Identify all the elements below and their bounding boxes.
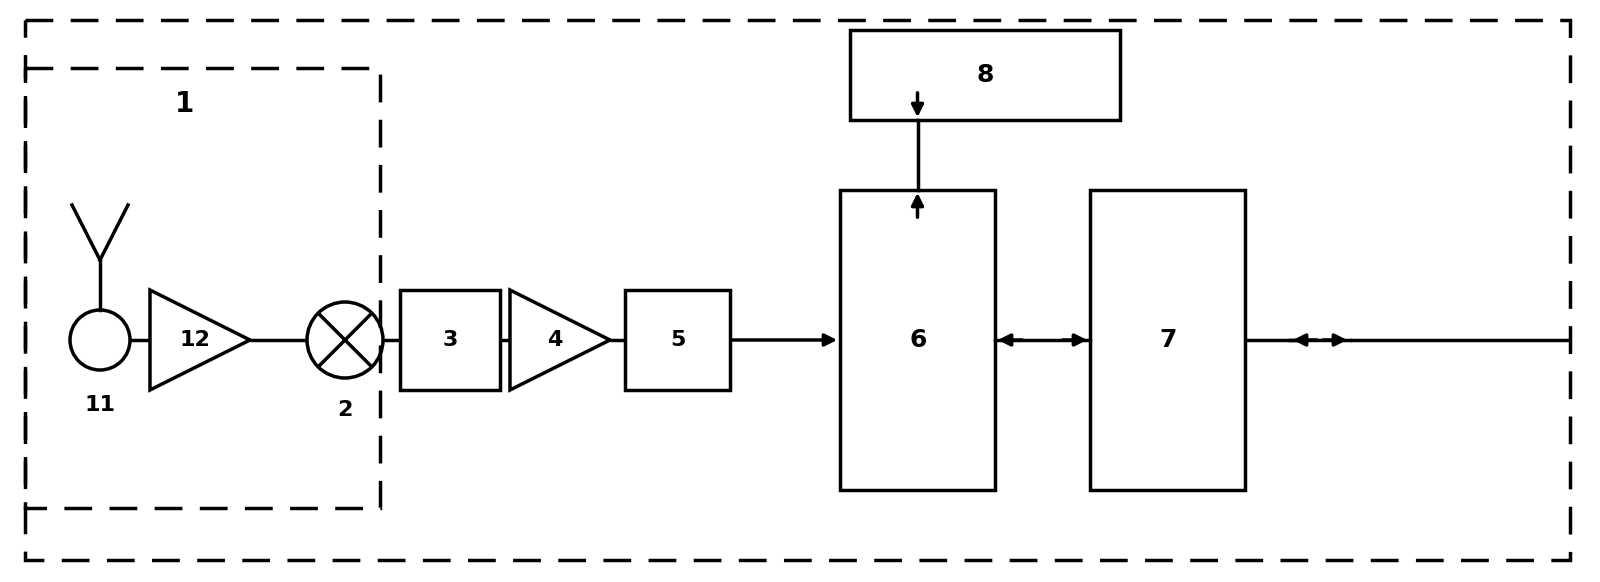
Text: 4: 4	[547, 330, 563, 350]
Bar	[26, 68, 381, 508]
Text: 7: 7	[1160, 328, 1176, 352]
Text: 6: 6	[909, 328, 926, 352]
Bar	[626, 290, 730, 390]
Text: 12: 12	[179, 330, 211, 350]
Text: 11: 11	[85, 395, 115, 415]
Text: 1: 1	[176, 90, 195, 118]
Polygon shape	[150, 290, 250, 390]
Text: 8: 8	[976, 63, 994, 87]
Text: 5: 5	[670, 330, 686, 350]
Bar	[1090, 190, 1245, 490]
Bar	[840, 190, 995, 490]
Bar	[850, 30, 1120, 120]
Bar	[400, 290, 499, 390]
Polygon shape	[510, 290, 610, 390]
Text: 3: 3	[442, 330, 458, 350]
Text: 2: 2	[338, 400, 352, 420]
